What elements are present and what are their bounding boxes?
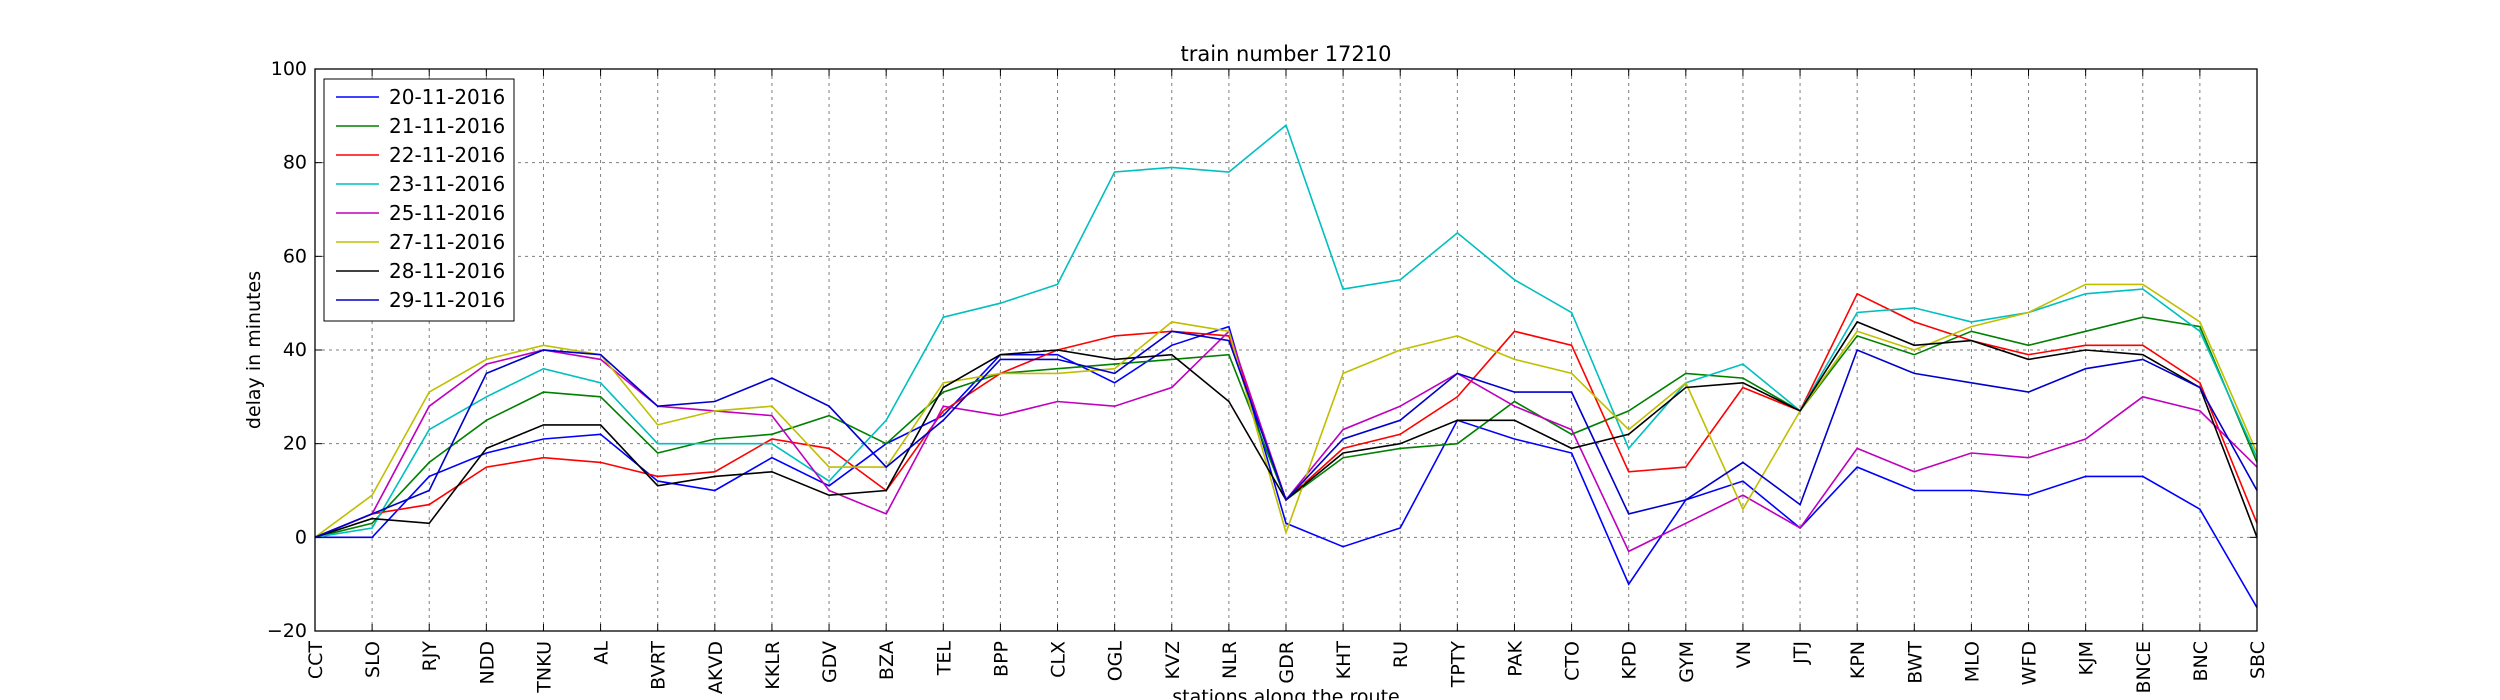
x-tick-label: SLO [362, 641, 384, 678]
x-tick-label: AL [591, 641, 613, 665]
legend-label: 28-11-2016 [389, 259, 505, 283]
y-tick-label: −20 [267, 620, 307, 642]
x-tick-label: GDR [1276, 641, 1298, 684]
legend-label: 21-11-2016 [389, 114, 505, 138]
x-tick-label: BNCE [2133, 641, 2155, 694]
legend-label: 27-11-2016 [389, 230, 505, 254]
x-axis-title: stations along the route [1172, 686, 1399, 700]
x-tick-label: GYM [1676, 641, 1698, 683]
y-tick-label: 60 [283, 245, 307, 267]
x-tick-label: BPP [990, 641, 1012, 677]
legend-label: 22-11-2016 [389, 143, 505, 167]
x-tick-label: CLX [1048, 641, 1070, 678]
legend-label: 29-11-2016 [389, 288, 505, 312]
y-axis-title: delay in minutes [243, 271, 265, 429]
series-line-20-11-2016 [315, 327, 2257, 608]
x-tick-label: PAK [1504, 640, 1526, 676]
x-tick-label: RU [1390, 641, 1412, 668]
x-tick-label: BNC [2190, 641, 2212, 682]
x-tick-label: TEL [933, 641, 955, 677]
x-tick-label: KPN [1847, 641, 1869, 679]
y-tick-label: 100 [271, 58, 307, 80]
grid-layer [315, 69, 2257, 631]
x-tick-label: KJM [2076, 641, 2098, 675]
x-tick-label: SBC [2247, 641, 2269, 679]
x-tick-label: NLR [1219, 641, 1241, 679]
x-tick-label: KHT [1333, 641, 1355, 680]
legend: 20-11-2016 21-11-2016 22-11-2016 23-11-2016… [324, 79, 514, 321]
x-tick-label: BWT [1904, 641, 1926, 684]
x-tick-label: CCT [305, 641, 327, 680]
legend-label: 23-11-2016 [389, 172, 505, 196]
x-tick-label: TNKU [533, 641, 555, 694]
x-tick-label: WFD [2019, 641, 2041, 685]
x-tick-label: AKVD [705, 641, 727, 694]
y-tick-label: 20 [283, 433, 307, 455]
x-tick-label: CTO [1562, 641, 1584, 681]
x-tick-label: RJY [419, 641, 441, 672]
x-tick-label: VN [1733, 641, 1755, 668]
y-tick-label: 80 [283, 152, 307, 174]
x-tick-label: MLO [1961, 641, 1983, 682]
x-tick-label: KPD [1619, 641, 1641, 680]
x-tick-label: BVRT [648, 641, 670, 690]
x-tick-label: JTJ [1790, 641, 1812, 665]
tick-layer: CCT SLO RJY NDD TNKU AL BVRT AKVD KKLR GDV BZA TEL B… [267, 58, 2269, 694]
y-tick-label: 40 [283, 339, 307, 361]
x-tick-label: BZA [876, 641, 898, 680]
legend-label: 25-11-2016 [389, 201, 505, 225]
x-tick-label: TPTY [1447, 641, 1469, 689]
chart-title: train number 17210 [1181, 42, 1392, 66]
x-tick-label: OGL [1105, 641, 1127, 682]
legend-label: 20-11-2016 [389, 85, 505, 109]
x-tick-label: NDD [476, 641, 498, 684]
y-tick-label: 0 [295, 526, 307, 548]
x-tick-label: GDV [819, 641, 841, 683]
x-tick-label: KVZ [1162, 641, 1184, 679]
x-tick-label: KKLR [762, 641, 784, 690]
